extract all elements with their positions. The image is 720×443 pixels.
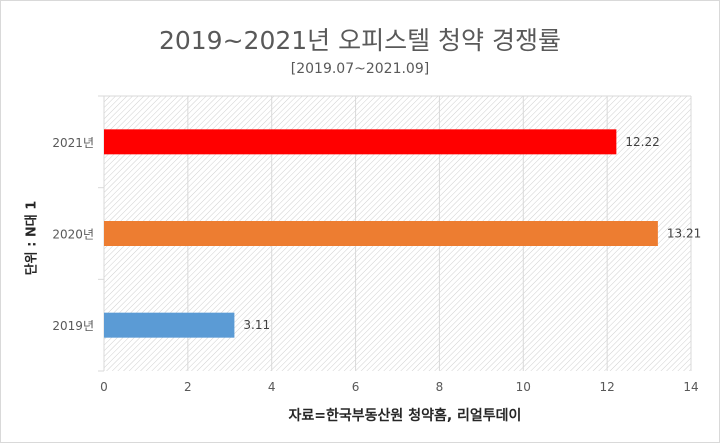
x-tick-label: 10 (516, 380, 531, 394)
x-tick-label: 8 (436, 380, 444, 394)
bar-2019년 (104, 312, 235, 338)
x-tick-label: 6 (352, 380, 360, 394)
x-axis-label: 자료=한국부동산원 청약홈, 리얼투데이 (288, 408, 522, 424)
x-tick-label: 4 (268, 380, 276, 394)
bar-2020년 (104, 221, 658, 246)
bar-2021년 (104, 129, 617, 155)
x-tick-label: 0 (100, 380, 108, 394)
x-tick-label: 14 (683, 380, 698, 394)
x-tick-label: 12 (600, 380, 615, 394)
chart-title: 2019~2021년 오피스텔 청약 경쟁률 (158, 26, 562, 55)
data-label: 12.22 (625, 135, 659, 149)
data-label: 3.11 (243, 318, 270, 332)
data-label: 13.21 (667, 227, 701, 241)
chart-subtitle: [2019.07~2021.09] (290, 61, 430, 77)
category-label: 2019년 (52, 319, 94, 333)
category-label: 2020년 (52, 228, 94, 242)
category-label: 2021년 (52, 136, 94, 150)
x-tick-label: 2 (184, 380, 192, 394)
